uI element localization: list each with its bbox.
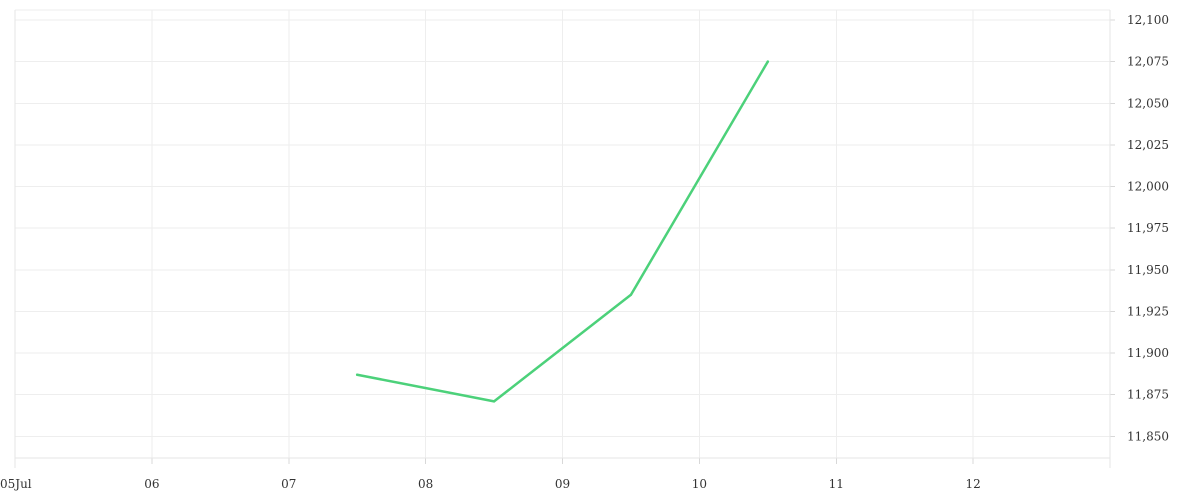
y-tick-label: 11,975 — [1127, 221, 1169, 235]
axes — [14, 10, 1115, 468]
y-tick-label: 12,075 — [1127, 55, 1169, 69]
y-tick-label: 11,850 — [1127, 429, 1169, 443]
x-tick-label: 05Jul — [0, 477, 32, 491]
x-tick-label: 09 — [555, 477, 570, 491]
series-line — [355, 60, 770, 403]
y-tick-label: 11,875 — [1127, 388, 1169, 402]
y-tick-label: 12,100 — [1127, 13, 1169, 27]
x-tick-label: 08 — [418, 477, 433, 491]
data-point — [629, 293, 633, 296]
x-tick-label: 11 — [829, 477, 844, 491]
y-tick-label: 12,000 — [1127, 180, 1169, 194]
y-tick-label: 12,050 — [1127, 96, 1169, 110]
tick-labels: 11,850 11,875 11,900 11,925 11,950 11,975 12,0… — [0, 13, 1169, 491]
y-tick-label: 11,950 — [1127, 263, 1169, 277]
data-point — [355, 373, 359, 376]
y-tick-label: 12,025 — [1127, 138, 1169, 152]
data-point — [766, 60, 770, 63]
data-point — [492, 400, 496, 403]
x-tick-label: 12 — [965, 477, 980, 491]
x-tick-label: 10 — [692, 477, 707, 491]
series — [355, 60, 770, 403]
x-tick-label: 07 — [281, 477, 296, 491]
y-tick-label: 11,900 — [1127, 346, 1169, 360]
y-tick-label: 11,925 — [1127, 304, 1169, 318]
grid — [14, 9, 1110, 458]
x-tick-label: 06 — [144, 477, 159, 491]
